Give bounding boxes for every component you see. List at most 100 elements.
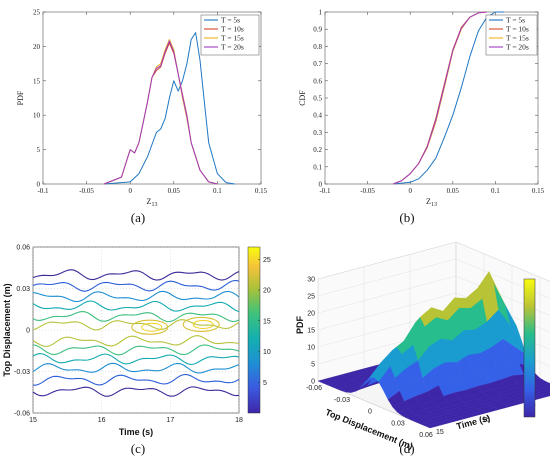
contour-hotspot-inner — [192, 319, 214, 329]
surface-patch — [424, 422, 442, 429]
cdf-ytick-label: 0.8 — [313, 43, 322, 51]
pdf-legend-box — [200, 14, 260, 56]
cdf-xtick-label: 0.1 — [491, 187, 500, 195]
pdf-legend-label: T = 10s — [221, 25, 244, 34]
cdf-ytick-label: 0.2 — [313, 146, 322, 154]
caption-b: (b) — [399, 210, 414, 225]
pdf-ytick-label: 25 — [33, 9, 41, 17]
cdf-xtick-label: 0 — [408, 187, 412, 195]
cdf-ytick-label: 0.9 — [313, 26, 322, 34]
contour-xtick-label: 17 — [166, 417, 174, 424]
contour-line — [32, 373, 240, 386]
surface-ztick-label: 25 — [307, 294, 315, 301]
surface-xtick-label: 0.06 — [419, 432, 433, 439]
pdf-legend-label: T = 20s — [221, 43, 244, 52]
pdf-xlabel: Z13 — [147, 197, 158, 208]
surface-ztick-label: 5 — [311, 362, 315, 369]
cdf-legend-label: T = 10s — [506, 25, 529, 34]
contour-line — [32, 335, 240, 348]
surface-ztick-label: 0 — [311, 379, 315, 386]
contour-line — [32, 362, 240, 374]
contour-line — [32, 300, 240, 313]
contour-xtick-label: 16 — [98, 417, 106, 424]
surface-xtick-label: -0.06 — [306, 385, 322, 392]
caption-a: (a) — [131, 210, 145, 225]
cdf-ytick-label: 0 — [319, 181, 323, 189]
pdf-xtick-label: 0.1 — [213, 187, 222, 195]
contour-line — [32, 344, 240, 356]
contour-ytick-label: 0 — [26, 328, 30, 335]
surface-xtick-label: -0.03 — [334, 397, 350, 404]
pdf-xtick-label: -0.05 — [79, 187, 94, 195]
surface-patch — [546, 389, 550, 392]
pdf-xtick-label: 0.15 — [255, 187, 268, 195]
pdf-xtick-label: -0.1 — [37, 187, 49, 195]
surface-ztick-label: 15 — [307, 328, 315, 335]
cdf-ytick-label: 0.7 — [313, 60, 322, 68]
contour-line — [32, 386, 240, 397]
pdf-xtick-label: 0 — [128, 187, 132, 195]
cdf-xtick-label: -0.05 — [360, 187, 375, 195]
surface-ytick-label: 16 — [482, 417, 490, 424]
pdf-legend-label: T = 5s — [221, 16, 240, 25]
panel-c-chart: 15 16 17 18 -0.06 -0.03 0 0.03 0.06 Time (s) Top D… — [2, 245, 271, 438]
pdf-series-line-4 — [103, 40, 218, 185]
cdf-ytick-label: 0.3 — [313, 129, 322, 137]
contour-ytick-label: -0.06 — [14, 411, 30, 418]
cdf-legend-label: T = 20s — [506, 43, 529, 52]
cdf-xtick-label: 0.15 — [532, 187, 545, 195]
contour-line — [32, 269, 240, 281]
contour-colorbar — [247, 246, 261, 414]
contour-xlabel: Time (s) — [119, 427, 153, 437]
cdf-legend-box — [485, 14, 538, 56]
surface-ztick-label: 10 — [307, 345, 315, 352]
contour-hotspot-inner — [141, 322, 163, 332]
colorbar-tick-label: 25 — [263, 257, 271, 264]
contour-ylabel: Top Displacement (m) — [2, 283, 12, 376]
surface-xtick-label: 0.03 — [391, 420, 405, 427]
pdf-ytick-label: 5 — [37, 146, 41, 154]
surface-ztick-label: 30 — [307, 277, 315, 284]
pdf-legend-label: T = 15s — [221, 34, 244, 43]
pdf-ytick-label: 15 — [33, 77, 41, 85]
pdf-ytick-label: 20 — [33, 43, 41, 51]
panel-d-chart: 051015202530-0.06-0.0300.030.0615161718T… — [295, 241, 550, 451]
panel-b-chart: -0.1 -0.05 0 0.05 0.1 0.15 0 0.1 0.2 0.3 0.4 0.5 0.6… — [298, 9, 545, 209]
colorbar-tick-label: 20 — [263, 288, 271, 295]
colorbar-tick-label: 10 — [263, 349, 271, 356]
cdf-xtick-label: -0.1 — [319, 187, 331, 195]
pdf-ytick-label: 10 — [33, 112, 41, 120]
contour-line — [32, 319, 240, 331]
cdf-ytick-label: 0.4 — [313, 112, 322, 120]
cdf-xlabel-sub: 13 — [431, 202, 437, 208]
cdf-xtick-label: 0.05 — [447, 187, 460, 195]
caption-d: (d) — [399, 441, 414, 456]
cdf-series-line-4 — [393, 11, 487, 185]
contour-ytick-label: 0.06 — [16, 245, 30, 252]
colorbar-tick-label: 5 — [263, 380, 267, 387]
contour-ytick-label: -0.03 — [14, 369, 30, 376]
pdf-xlabel-sub: 13 — [151, 202, 157, 208]
surface-zlabel: PDF — [295, 315, 305, 334]
surface-ytick-label: 15 — [436, 429, 444, 436]
contour-ytick-label: 0.03 — [16, 286, 30, 293]
surface-colorbar — [523, 278, 536, 418]
cdf-legend-label: T = 15s — [506, 34, 529, 43]
pdf-ylabel: PDF — [16, 90, 25, 105]
cdf-xlabel: Z13 — [426, 197, 437, 208]
contour-xtick-label: 18 — [235, 417, 243, 424]
contour-line — [32, 311, 240, 323]
cdf-ytick-label: 0.6 — [313, 77, 322, 85]
surface-xtick-label: 0 — [368, 409, 372, 416]
contour-line — [32, 290, 240, 303]
caption-c: (c) — [131, 441, 145, 456]
cdf-ylabel: CDF — [298, 90, 307, 106]
cdf-ytick-label: 0.5 — [313, 95, 322, 103]
contour-line — [32, 279, 240, 292]
cdf-ytick-label: 1 — [319, 9, 323, 17]
contour-hotspot — [182, 316, 220, 333]
cdf-ytick-label: 0.1 — [313, 163, 322, 171]
cdf-legend-label: T = 5s — [506, 16, 525, 25]
